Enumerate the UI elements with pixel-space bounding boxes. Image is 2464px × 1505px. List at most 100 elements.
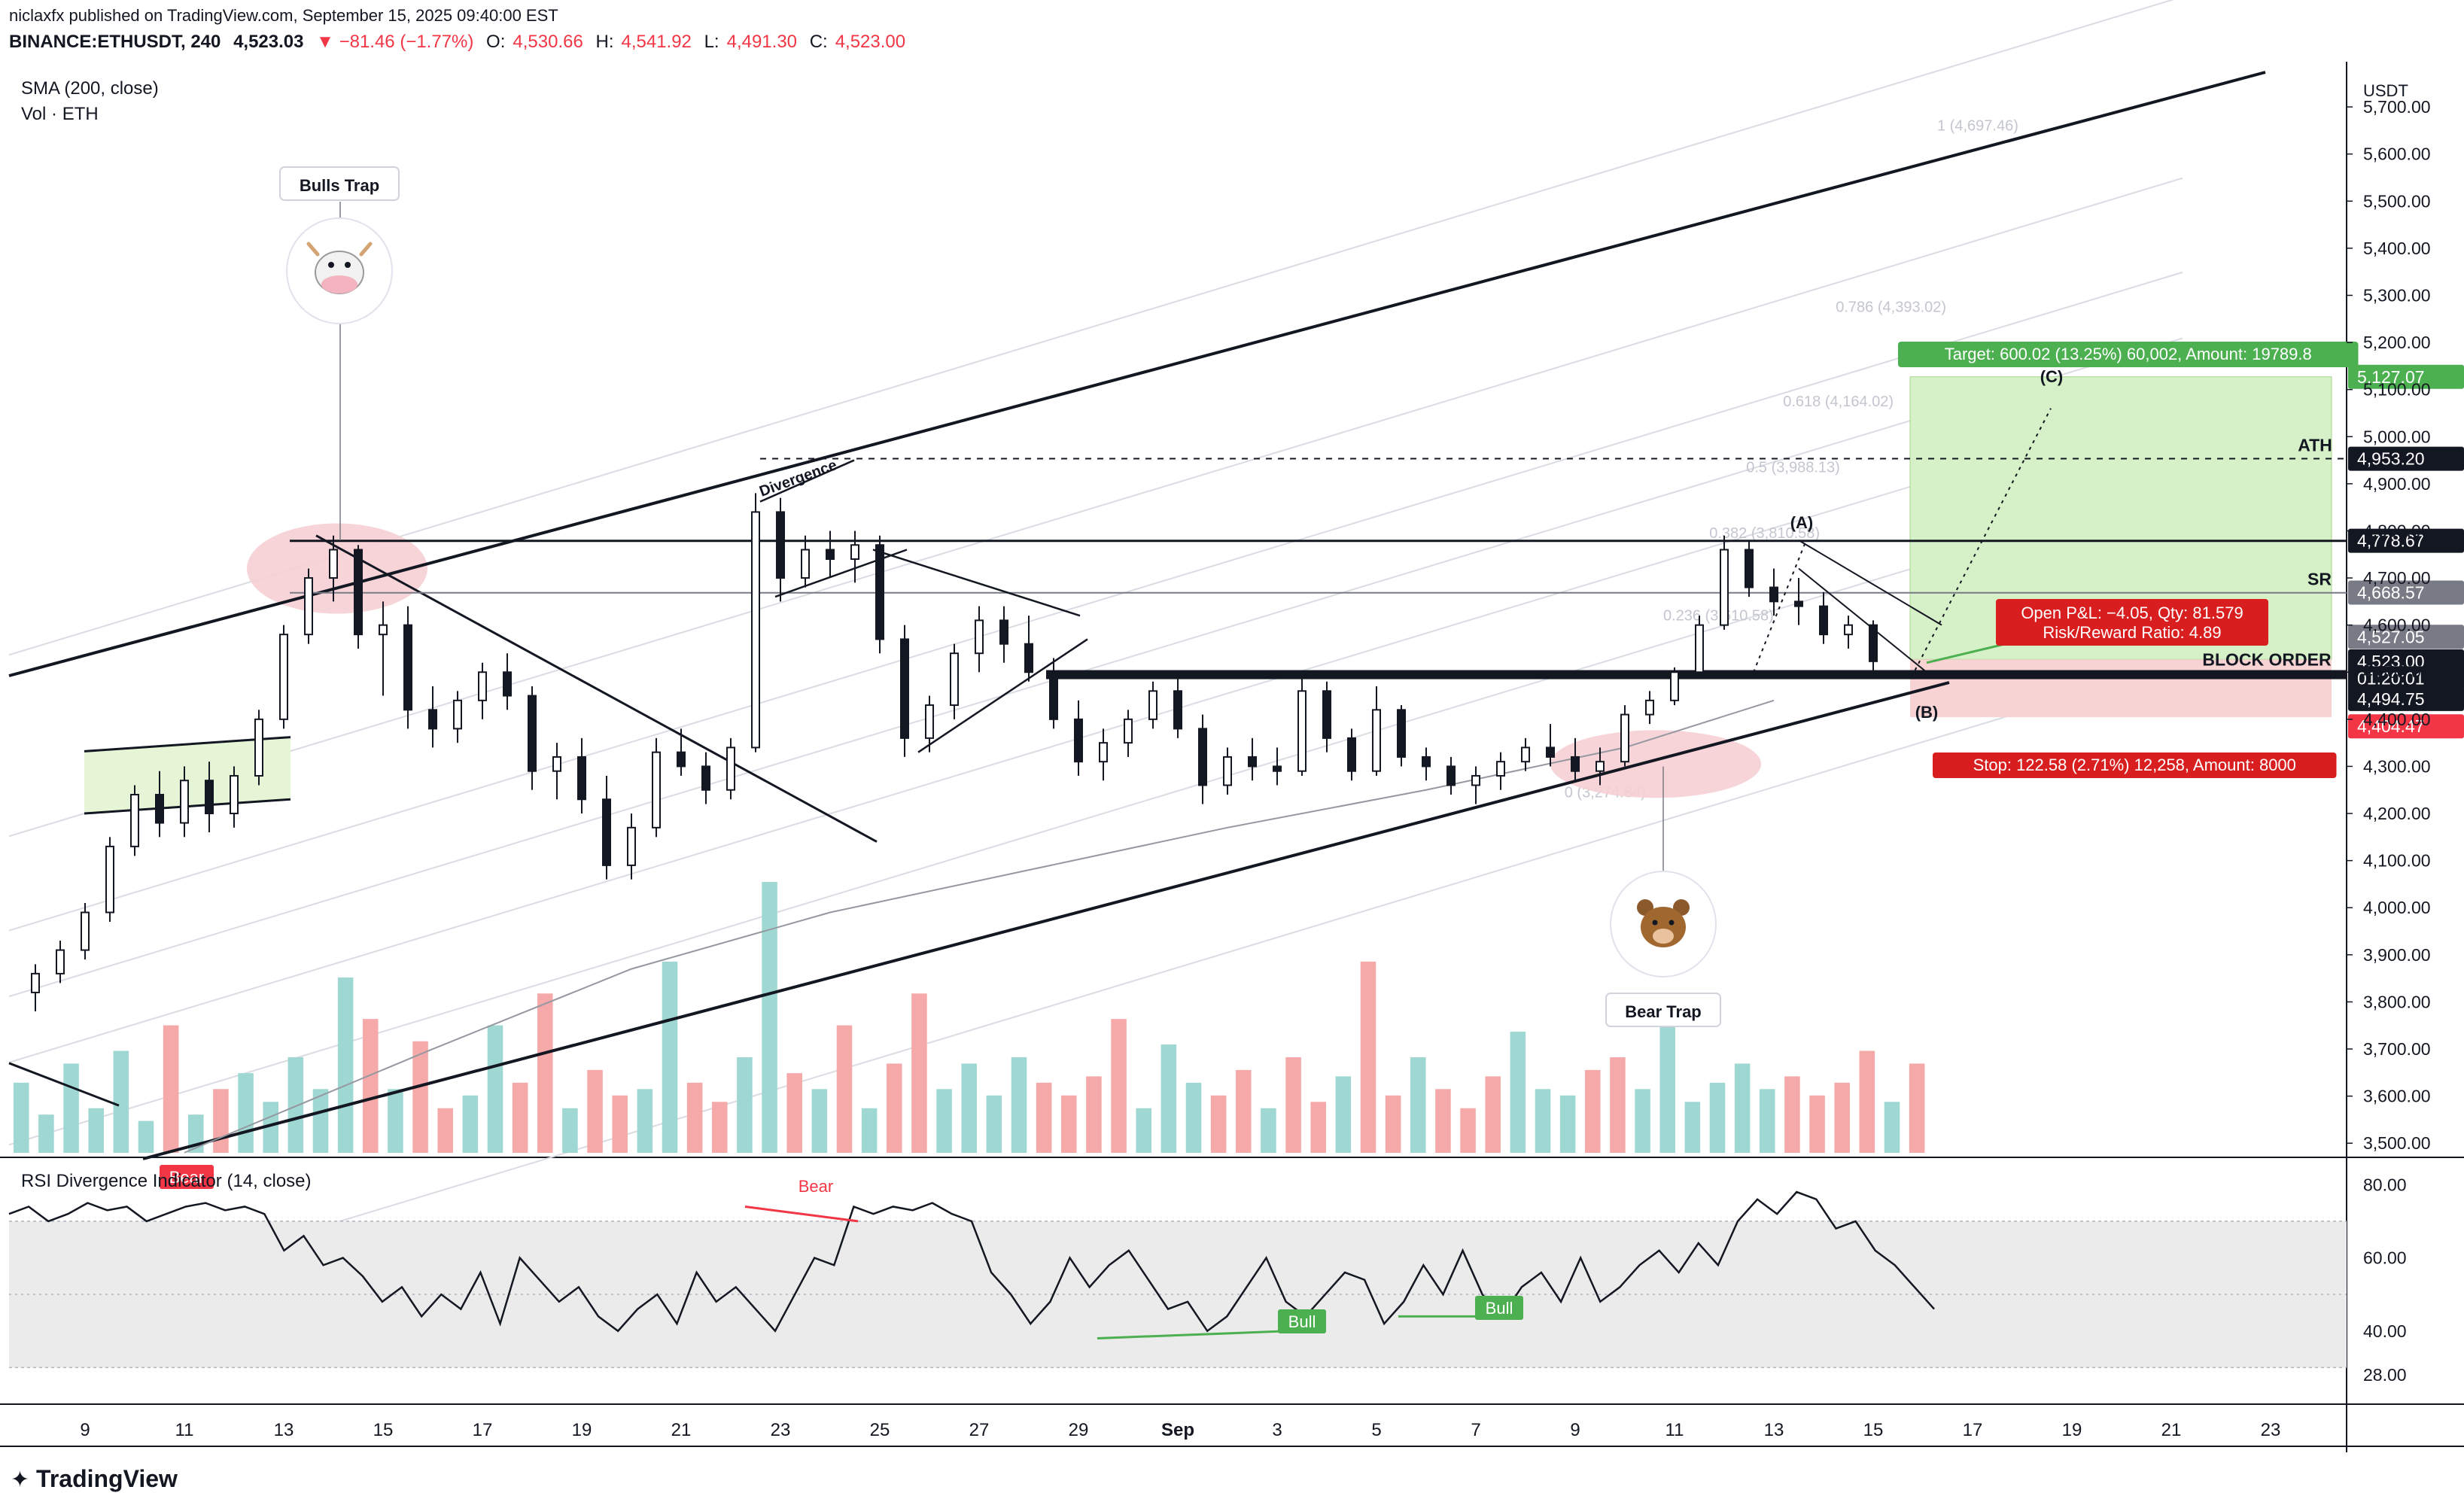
- block-order-label: BLOCK ORDER: [2202, 650, 2332, 670]
- price-tick-label: 5,100.00: [2363, 380, 2431, 400]
- time-tick-label: 5: [1371, 1420, 1381, 1440]
- price-tag-bg: [2348, 446, 2464, 471]
- candle-body: [1571, 756, 1580, 772]
- volume-legend[interactable]: Vol · ETH: [21, 104, 99, 124]
- volume-bar: [686, 1082, 703, 1153]
- candle-body: [1248, 756, 1257, 768]
- sr-label: SR: [2307, 570, 2332, 589]
- volume-bar: [337, 977, 354, 1153]
- candle-body: [975, 619, 984, 655]
- volume-bar: [1760, 1089, 1775, 1153]
- rsi-bull-tag-text: Bull: [1288, 1312, 1316, 1331]
- volume-bar: [1136, 1108, 1151, 1153]
- open-pl-text: Open P&L: −4.05, Qty: 81.579: [2021, 604, 2243, 622]
- candle-body: [1819, 605, 1828, 636]
- volume-bar: [1310, 1102, 1326, 1153]
- candle-body: [1769, 586, 1778, 603]
- candle-body: [999, 619, 1008, 645]
- price-tag-text: 4,668.57: [2357, 582, 2425, 602]
- volume-bar: [412, 1041, 428, 1153]
- candle-body: [1148, 690, 1157, 720]
- volume-bar: [1559, 1095, 1576, 1153]
- price-tick-label: 5,200.00: [2363, 333, 2431, 352]
- volume-bar: [1510, 1032, 1526, 1153]
- volume-bar: [63, 1063, 79, 1153]
- time-tick-label: 17: [1963, 1420, 1983, 1440]
- candle-body: [900, 638, 909, 739]
- volume-bar: [1610, 1057, 1626, 1153]
- cow-eye-left: [328, 262, 334, 268]
- rsi-legend[interactable]: RSI Divergence Indicator (14, close): [21, 1171, 312, 1191]
- rsi-tick-label: 80.00: [2363, 1175, 2407, 1194]
- candle-body: [304, 577, 313, 636]
- symbol-name[interactable]: BINANCE:ETHUSDT, 240: [9, 32, 221, 52]
- sma-legend[interactable]: SMA (200, close): [21, 78, 159, 99]
- candle-body: [1620, 713, 1629, 763]
- price-tag: 4,494.75: [2348, 686, 2464, 711]
- channel-upper: [8, 71, 2266, 677]
- time-tick-label: 19: [572, 1420, 592, 1440]
- fib-label: 0.5 (3,988.13): [1746, 459, 1840, 476]
- price-tick-label: 3,600.00: [2363, 1087, 2431, 1106]
- price-change: ▼ −81.46 (−1.77%): [316, 32, 474, 52]
- price-tag-text: 4,494.75: [2357, 689, 2425, 709]
- rsi-bull-div-1: [1097, 1330, 1289, 1339]
- price-tick-label: 5,400.00: [2363, 239, 2431, 258]
- time-tick-label: 13: [274, 1420, 294, 1440]
- time-tick-label: 21: [671, 1420, 692, 1440]
- volume-bar: [462, 1095, 479, 1153]
- volume-bar: [1185, 1082, 1202, 1153]
- volume-bar: [113, 1050, 129, 1153]
- volume-bar: [1011, 1057, 1027, 1153]
- candle-body: [1024, 643, 1033, 673]
- time-tick-label: 15: [373, 1420, 394, 1440]
- wave-a-dotted: [1753, 540, 1807, 673]
- low-label: L:: [704, 32, 719, 52]
- volume-bar: [1859, 1050, 1875, 1153]
- sma-200-line: [184, 699, 1775, 1154]
- price-tick-label: 5,300.00: [2363, 285, 2431, 305]
- time-tick-label: 3: [1272, 1420, 1282, 1440]
- volume-bar: [1236, 1069, 1252, 1153]
- price-tag-bg: [2348, 714, 2464, 739]
- price-tick-label: 4,400.00: [2363, 710, 2431, 729]
- rsi-tick-label: 40.00: [2363, 1321, 2407, 1341]
- grid-lines: [0, 62, 2464, 1505]
- projection-line: [1911, 408, 2052, 677]
- candle-body: [403, 624, 412, 711]
- rsi-bull-tag-2: Bull: [1475, 1296, 1523, 1320]
- volume-bar: [1535, 1089, 1551, 1153]
- block-order-line: [1046, 670, 2347, 680]
- candle-body: [1124, 718, 1133, 744]
- price-tick-label: 4,200.00: [2363, 804, 2431, 823]
- price-tick-label: 4,100.00: [2363, 851, 2431, 871]
- volume-bar: [14, 1082, 29, 1153]
- price-tick-label: 4,800.00: [2363, 521, 2431, 540]
- candle-body: [701, 765, 710, 791]
- early-trend: [8, 1062, 120, 1107]
- fib-label: 0.236 (3,610.58): [1663, 608, 1774, 625]
- price-tick-label: 4,300.00: [2363, 756, 2431, 776]
- volume-bar: [1435, 1089, 1451, 1153]
- wave-a-label: (A): [1790, 513, 1814, 532]
- candle-body: [155, 794, 164, 824]
- volume-bar: [762, 882, 777, 1153]
- candle-body: [379, 624, 388, 636]
- candle-body: [180, 780, 189, 824]
- volume-bar: [936, 1089, 952, 1153]
- volume-bar: [1335, 1076, 1352, 1153]
- volume-bar: [1360, 961, 1376, 1153]
- rsi-tick-label: 28.00: [2363, 1365, 2407, 1385]
- price-tick-label: 5,600.00: [2363, 144, 2431, 164]
- candle-body: [1074, 718, 1083, 763]
- candle-body: [1173, 690, 1182, 730]
- price-tag-bg: [2348, 528, 2464, 553]
- volume-bar: [163, 1025, 179, 1153]
- candle-body: [1446, 765, 1456, 786]
- last-price: 4,523.03: [233, 32, 304, 52]
- candle-body: [1596, 761, 1605, 772]
- candle-body: [329, 549, 338, 579]
- open-pl-box: Open P&L: −4.05, Qty: 81.579Risk/Reward …: [1996, 599, 2268, 646]
- volume-bar: [961, 1063, 977, 1153]
